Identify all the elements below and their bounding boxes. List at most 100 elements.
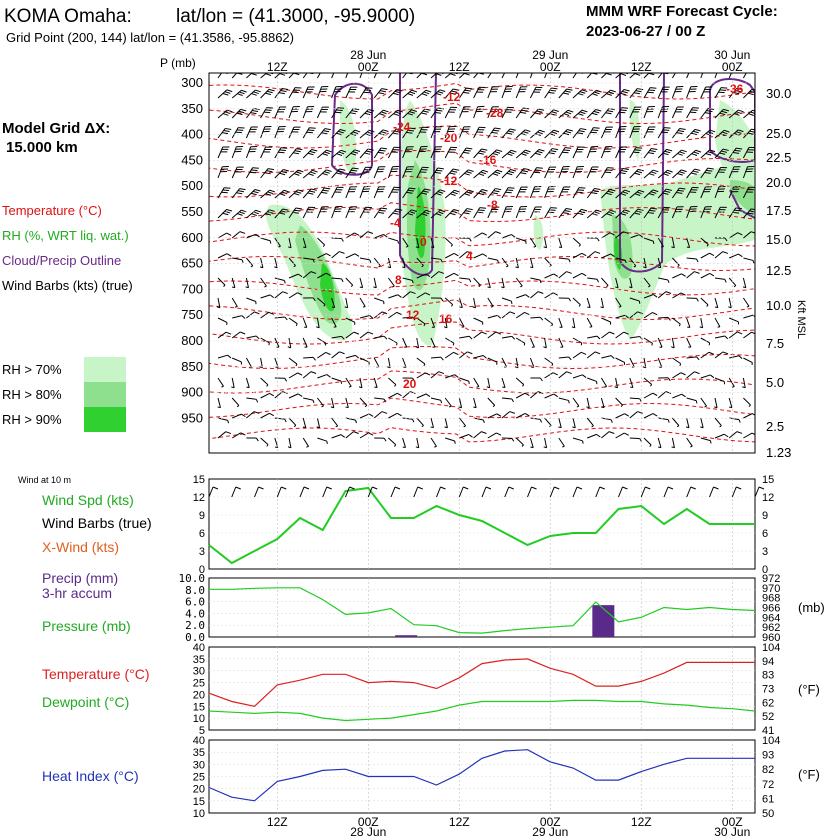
wind-barb (671, 86, 684, 99)
wind-barb (501, 168, 517, 179)
wind-barb (572, 272, 587, 279)
kft-tick-label: 2.5 (766, 419, 784, 434)
wind-barb (459, 377, 470, 385)
wind-barb (430, 146, 443, 159)
wind-barb (274, 147, 288, 159)
wind-barb (416, 188, 431, 199)
svg-text:-12: -12 (443, 90, 461, 104)
wind-barb (743, 314, 755, 319)
wind-barb (529, 437, 534, 449)
wind-barb (686, 73, 690, 79)
wind-barb (331, 237, 344, 242)
wind-barb (246, 73, 259, 79)
wind-barb (288, 292, 303, 299)
wind-barb (274, 377, 288, 382)
wind-barb (657, 391, 672, 399)
wind-barb (629, 147, 643, 159)
wind-barb (530, 377, 543, 382)
wind-barb (260, 311, 274, 319)
wind-barb (543, 237, 548, 249)
wind-barb (388, 294, 402, 299)
wind-barb (430, 257, 443, 263)
wind-barb (459, 169, 474, 179)
wind-barb (543, 437, 548, 449)
wind-barb (317, 337, 327, 346)
wind-barb (515, 392, 530, 399)
wind-barb (416, 73, 429, 79)
wind-barb (728, 147, 743, 159)
wind-barb (686, 149, 702, 159)
wind-barb (274, 126, 286, 139)
wind-barb (302, 437, 310, 448)
left-tick-label: 20 (193, 784, 205, 796)
wind-barb (530, 148, 545, 159)
wind-barb (629, 125, 641, 139)
wind-barb (558, 371, 572, 379)
wind-barb (643, 437, 652, 447)
wind-barb (601, 355, 615, 359)
left-tick-label: 25 (193, 772, 205, 784)
wind-barb (601, 417, 613, 423)
temperature-contour (209, 149, 755, 174)
cycle-date: 2023-06-27 / 00 Z (586, 23, 705, 40)
wind-barb (359, 73, 363, 79)
wind-barb (700, 417, 704, 429)
wind-barb (231, 108, 247, 119)
wind-barb (558, 257, 571, 263)
wind-barb (302, 206, 316, 219)
wind-barb (515, 337, 526, 346)
wind-barb (402, 437, 406, 449)
wind-barb (530, 291, 544, 299)
kft-tick-label: 15.0 (766, 232, 791, 247)
rh90-swatch (84, 407, 126, 432)
wind-barb (388, 377, 397, 387)
bottom-tick-label: 00Z (358, 815, 379, 829)
wind-barb (459, 189, 474, 199)
wind-barb (217, 397, 221, 409)
wind-barb (572, 337, 583, 346)
right-tick-label: 968 (762, 593, 780, 605)
pressure-tick-label: 750 (181, 307, 203, 322)
svg-text:8: 8 (395, 273, 402, 287)
wind-barb (672, 169, 687, 179)
bottom-tick-label: 00Z (722, 815, 743, 829)
wind-barb (629, 377, 634, 388)
svg-text:16: 16 (439, 312, 453, 326)
wind-barb (657, 86, 670, 99)
temperature-contour (209, 321, 755, 345)
wind-barb (416, 372, 431, 379)
wind-barb (444, 88, 459, 99)
left-tick-label: 8.0 (185, 584, 205, 597)
top-tick-label: 12Z (631, 60, 652, 74)
wind-barb (317, 237, 325, 247)
wind-barb (260, 277, 267, 288)
wind-barb (288, 73, 302, 79)
wind-barb (359, 185, 371, 199)
wind-barb (487, 277, 491, 289)
wind-barb (714, 317, 721, 328)
wind-barb (558, 186, 571, 199)
wind-barb (302, 149, 318, 159)
wind-barb (686, 437, 693, 448)
wind-barb (558, 271, 572, 279)
right-tick-label: 94 (762, 656, 774, 668)
svg-text:4: 4 (466, 249, 473, 263)
wind-barb (658, 417, 670, 423)
wind-barb (288, 372, 303, 379)
wind-barb (743, 432, 755, 439)
wind-barb (387, 73, 399, 79)
wind-barb (558, 356, 572, 361)
wind-barb (601, 73, 614, 79)
wind-barb (516, 237, 527, 244)
wind-barb (572, 165, 584, 179)
wind-barb (728, 186, 741, 199)
right-tick-label: 104 (762, 642, 780, 654)
wind-barb (643, 189, 659, 199)
temperature-contour (209, 299, 755, 321)
wind-barb (501, 377, 506, 389)
surface-wind-barb (254, 486, 259, 498)
legend-temperature: Temperature (°C) (2, 203, 102, 218)
series-line (208, 486, 755, 565)
wind-barb (260, 209, 275, 219)
